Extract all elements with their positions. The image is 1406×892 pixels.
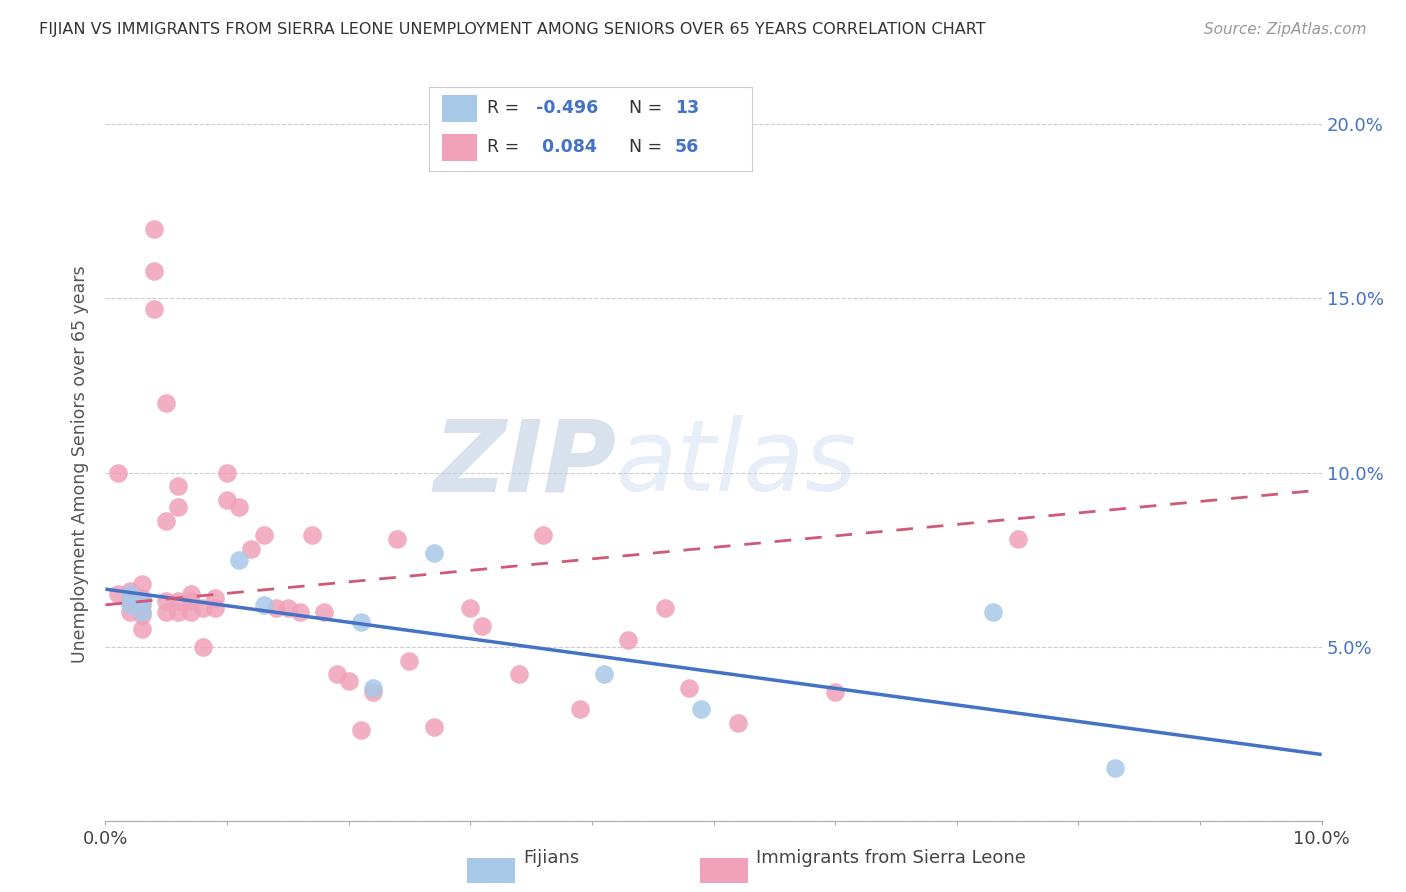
Text: R =: R = xyxy=(486,138,524,156)
Point xyxy=(143,263,166,277)
Point xyxy=(155,514,177,528)
Text: R =: R = xyxy=(486,99,524,117)
Point xyxy=(361,685,384,699)
Point xyxy=(423,720,446,734)
Point xyxy=(314,605,336,619)
Point xyxy=(118,598,141,612)
Point xyxy=(131,598,153,612)
Point xyxy=(107,587,129,601)
Point xyxy=(361,681,384,696)
Point xyxy=(191,601,214,615)
Text: 13: 13 xyxy=(675,99,699,117)
Point xyxy=(167,500,190,515)
Point xyxy=(824,685,846,699)
Text: Immigrants from Sierra Leone: Immigrants from Sierra Leone xyxy=(756,849,1026,867)
Point xyxy=(981,605,1004,619)
Text: Source: ZipAtlas.com: Source: ZipAtlas.com xyxy=(1204,22,1367,37)
Point xyxy=(131,608,153,623)
Point xyxy=(217,466,239,480)
Point xyxy=(1104,761,1126,775)
Bar xyxy=(441,134,478,161)
Point xyxy=(727,716,749,731)
Point xyxy=(423,546,446,560)
Point xyxy=(678,681,700,696)
Point xyxy=(617,632,640,647)
Point xyxy=(191,640,214,654)
Point xyxy=(568,702,591,716)
Point xyxy=(325,667,347,681)
Point xyxy=(252,598,274,612)
Point xyxy=(301,528,323,542)
Text: Fijians: Fijians xyxy=(523,849,579,867)
Text: atlas: atlas xyxy=(616,416,858,512)
Point xyxy=(180,594,202,608)
Point xyxy=(690,702,713,716)
Point xyxy=(131,622,153,636)
Text: N =: N = xyxy=(630,99,668,117)
Bar xyxy=(700,858,748,883)
Point xyxy=(167,479,190,493)
Bar xyxy=(467,858,515,883)
Text: N =: N = xyxy=(630,138,668,156)
Point xyxy=(155,605,177,619)
Text: 0.084: 0.084 xyxy=(536,138,596,156)
Point xyxy=(252,528,274,542)
Text: ZIP: ZIP xyxy=(433,416,616,512)
Point xyxy=(107,466,129,480)
Point xyxy=(593,667,616,681)
Point xyxy=(387,532,409,546)
Text: 56: 56 xyxy=(675,138,699,156)
Point xyxy=(204,591,226,605)
Point xyxy=(180,587,202,601)
Point xyxy=(264,601,287,615)
Point xyxy=(155,594,177,608)
Point xyxy=(337,674,360,689)
Point xyxy=(531,528,554,542)
Point xyxy=(277,601,299,615)
Text: -0.496: -0.496 xyxy=(536,99,598,117)
Point xyxy=(288,605,311,619)
Point xyxy=(204,601,226,615)
Point xyxy=(458,601,481,615)
Point xyxy=(471,618,494,632)
Point xyxy=(131,591,153,605)
Point xyxy=(350,723,373,738)
Point xyxy=(654,601,676,615)
Y-axis label: Unemployment Among Seniors over 65 years: Unemployment Among Seniors over 65 years xyxy=(72,265,90,663)
Point xyxy=(131,605,153,619)
Point xyxy=(508,667,530,681)
Bar xyxy=(441,95,478,122)
Point xyxy=(118,583,141,598)
Point xyxy=(217,493,239,508)
Point xyxy=(228,552,250,566)
Point xyxy=(118,594,141,608)
Point xyxy=(398,653,420,667)
Point xyxy=(1007,532,1029,546)
Text: FIJIAN VS IMMIGRANTS FROM SIERRA LEONE UNEMPLOYMENT AMONG SENIORS OVER 65 YEARS : FIJIAN VS IMMIGRANTS FROM SIERRA LEONE U… xyxy=(39,22,986,37)
Point xyxy=(131,577,153,591)
Point xyxy=(131,594,153,608)
Point xyxy=(240,542,263,557)
Point xyxy=(228,500,250,515)
Point xyxy=(167,594,190,608)
Point xyxy=(155,396,177,410)
Point xyxy=(118,605,141,619)
Point xyxy=(143,301,166,316)
Point xyxy=(167,605,190,619)
Point xyxy=(180,605,202,619)
Point xyxy=(143,222,166,236)
Point xyxy=(350,615,373,630)
Point xyxy=(118,587,141,601)
